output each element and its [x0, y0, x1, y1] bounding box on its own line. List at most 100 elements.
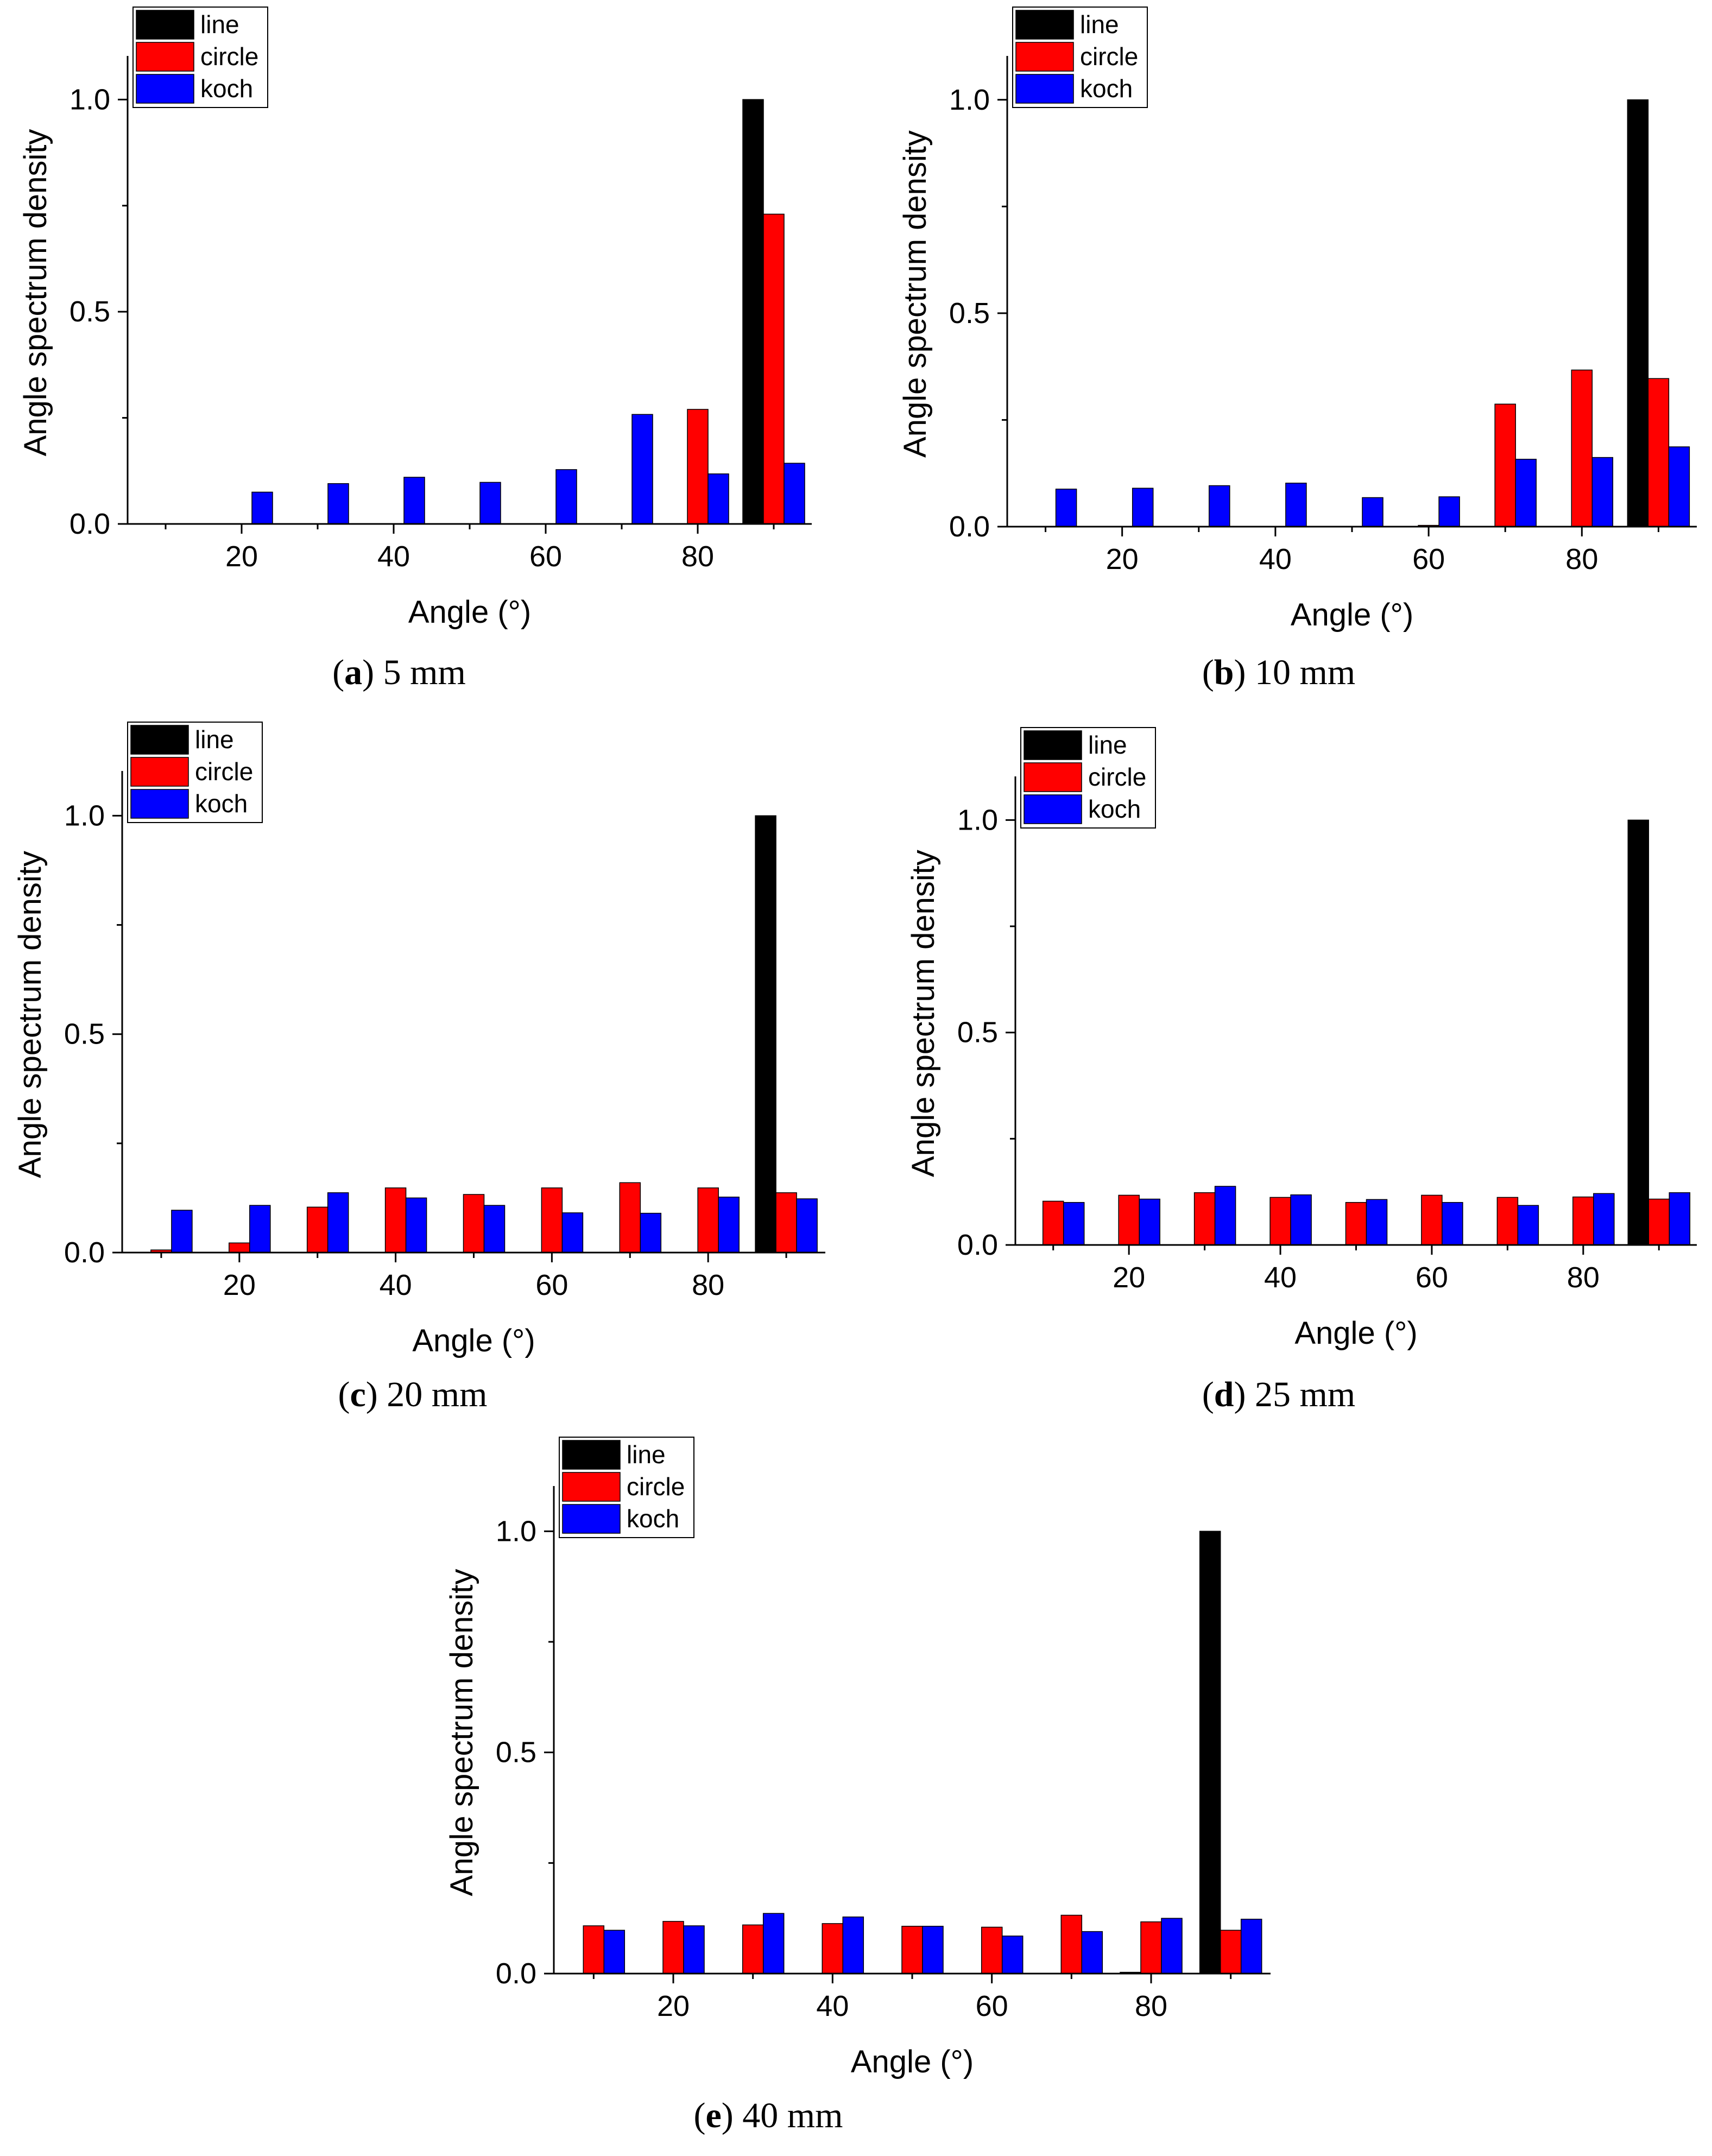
chart-panel-a: 0.0 0.5 1.0 20 40 60 80 Angle (°) Angle spectrum…	[18, 7, 812, 692]
legend-label-line: line	[627, 1440, 666, 1469]
bar-circle-30	[1193, 1192, 1216, 1245]
panel-caption: (b) 10 mm	[1202, 653, 1355, 692]
legend: line circle koch	[1012, 7, 1148, 108]
x-tick-label: 80	[1565, 543, 1598, 576]
bar-circle-40	[822, 1923, 844, 1974]
bar-koch-20	[1139, 1198, 1160, 1245]
chart-panel-d: 0.0 0.5 1.0 20 40 60 80 Angle (°) Angle spectrum…	[906, 727, 1697, 1414]
legend-label-circle: circle	[627, 1472, 685, 1501]
x-axis-label: Angle (°)	[851, 2044, 974, 2079]
legend-label-koch: koch	[1080, 74, 1133, 103]
bar-koch-90	[1240, 1919, 1262, 1974]
x-tick-label: 40	[380, 1269, 412, 1301]
y-axis-label: Angle spectrum density	[12, 851, 48, 1178]
caption-letter: c	[350, 1375, 366, 1414]
caption-text: 40 mm	[734, 2096, 843, 2135]
bar-circle-20	[1118, 1194, 1140, 1245]
bar-circle-80	[1571, 369, 1593, 527]
y-tick-label: 0.0	[957, 1229, 998, 1261]
bar-circle-30	[306, 1206, 328, 1253]
bar-koch-70	[1515, 459, 1537, 527]
bar-line-90	[1627, 819, 1650, 1245]
bar-circle-60	[1421, 1194, 1443, 1245]
bar-koch-10	[603, 1930, 626, 1974]
bar-circle-30	[742, 1924, 764, 1974]
bar-koch-50	[479, 482, 501, 524]
legend-label-circle: circle	[200, 42, 258, 71]
bar-circle-80	[697, 1187, 719, 1253]
bar-koch-30	[327, 483, 349, 524]
legend-swatch-koch	[1015, 74, 1074, 104]
legend-swatch-koch	[136, 74, 194, 104]
bar-koch-30	[762, 1913, 785, 1974]
bar-koch-40	[403, 477, 425, 524]
caption-paren-open: (	[338, 1375, 350, 1414]
bar-koch-20	[683, 1925, 705, 1974]
bar-circle-70	[1060, 1914, 1083, 1974]
bar-koch-80	[1591, 457, 1614, 527]
bar-koch-70	[1517, 1205, 1539, 1245]
legend-label-line: line	[195, 725, 234, 754]
legend-swatch-line	[1024, 730, 1082, 760]
bar-koch-80	[707, 473, 729, 524]
y-tick-label: 0.5	[957, 1016, 998, 1049]
y-tick-label: 1.0	[957, 804, 998, 836]
legend-swatch-line	[1015, 10, 1074, 40]
bar-koch-40	[1290, 1194, 1312, 1245]
x-axis-label: Angle (°)	[1294, 1316, 1417, 1351]
bar-koch-60	[1001, 1936, 1024, 1974]
bar-circle-60	[541, 1187, 563, 1253]
bar-koch-80	[718, 1197, 740, 1253]
legend-swatch-line	[130, 725, 189, 755]
bar-circle-40	[1269, 1197, 1291, 1245]
x-tick-label: 60	[1416, 1261, 1448, 1294]
y-tick-label: 0.5	[64, 1018, 105, 1051]
x-tick-label: 20	[225, 540, 258, 573]
legend-label-koch: koch	[627, 1504, 679, 1533]
bar-koch-40	[1285, 483, 1307, 527]
x-tick-label: 40	[816, 1990, 849, 2022]
x-tick-label: 80	[1567, 1261, 1600, 1294]
legend-label-koch: koch	[1088, 795, 1141, 823]
bar-circle-70	[1496, 1197, 1519, 1245]
caption-letter: e	[706, 2096, 722, 2135]
bar-line-90	[1199, 1531, 1221, 1974]
bar-koch-70	[640, 1212, 662, 1253]
caption-text: 25 mm	[1246, 1375, 1356, 1414]
bar-koch-10	[171, 1210, 193, 1253]
bar-line-90	[1627, 99, 1649, 527]
bar-circle-90	[1648, 1198, 1670, 1245]
y-tick-label: 0.5	[70, 295, 110, 328]
bar-circle-90	[763, 213, 785, 524]
bar-circle-60	[981, 1926, 1003, 1974]
bar-circle-90	[1220, 1930, 1242, 1974]
legend-swatch-circle	[1015, 42, 1074, 72]
bar-koch-90	[1668, 446, 1690, 527]
x-tick-label: 40	[1259, 543, 1292, 576]
caption-paren-close: )	[722, 2096, 734, 2135]
bar-line-90	[755, 815, 776, 1253]
bar-circle-80	[1572, 1196, 1594, 1245]
bar-circle-20	[662, 1921, 684, 1974]
bar-koch-10	[1055, 489, 1077, 527]
bars-group	[251, 99, 805, 524]
caption-paren-open: (	[332, 653, 344, 692]
bars-group	[583, 1531, 1262, 1974]
caption-text: 5 mm	[374, 653, 466, 692]
bars-group	[1055, 99, 1690, 527]
bar-koch-30	[327, 1192, 349, 1253]
x-tick-label: 40	[377, 540, 410, 573]
bar-koch-40	[842, 1916, 864, 1974]
caption-letter: d	[1214, 1375, 1234, 1414]
legend-label-line: line	[200, 10, 239, 39]
y-tick-label: 0.0	[949, 510, 990, 543]
legend-swatch-koch	[130, 789, 189, 819]
legend-swatch-koch	[562, 1504, 621, 1534]
x-tick-label: 80	[692, 1269, 724, 1301]
panel-caption: (d) 25 mm	[1202, 1375, 1355, 1414]
bar-koch-10	[1063, 1202, 1085, 1245]
legend: line circle koch	[1020, 727, 1156, 829]
bar-koch-60	[1438, 496, 1460, 527]
legend-swatch-line	[136, 10, 194, 40]
caption-paren-close: )	[1234, 653, 1246, 692]
